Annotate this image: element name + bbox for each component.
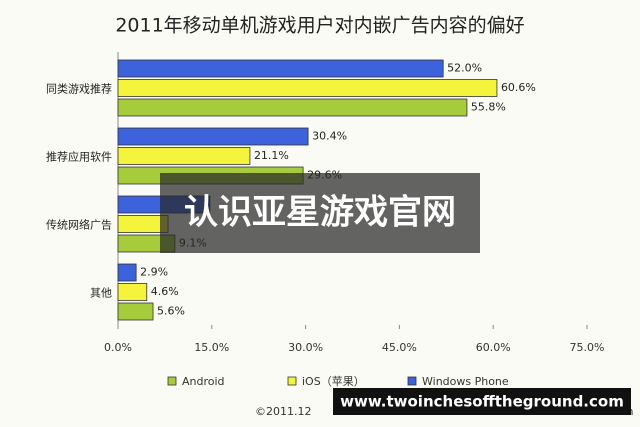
- y-tick-label: 同类游戏推荐: [46, 81, 112, 95]
- x-tick-label: 15.0%: [194, 341, 229, 354]
- bar: [117, 283, 148, 301]
- bar: [117, 79, 498, 97]
- value-label: 5.6%: [157, 305, 185, 318]
- value-label: 21.1%: [254, 149, 289, 162]
- value-label: 52.0%: [447, 62, 482, 75]
- value-label: 60.6%: [501, 81, 536, 94]
- x-tick-label: 45.0%: [382, 341, 417, 354]
- value-label: 30.4%: [312, 130, 347, 143]
- legend-marker: [407, 376, 417, 386]
- overlay-text: 认识亚星游戏官网: [184, 193, 456, 233]
- legend-label: Android: [182, 375, 225, 388]
- y-tick-label: 其他: [90, 286, 112, 299]
- chart-title: 2011年移动单机游戏用户对内嵌广告内容的偏好: [115, 15, 524, 37]
- legend-label: Windows Phone: [422, 375, 509, 388]
- bar: [117, 302, 154, 321]
- legend-marker: [167, 376, 177, 386]
- watermark: www.twoinchesofftheground.com: [340, 393, 624, 411]
- value-label: 2.9%: [140, 266, 168, 279]
- bar: [117, 263, 137, 282]
- y-tick-label: 推荐应用软件: [46, 149, 112, 163]
- bar: [117, 59, 444, 78]
- value-label: 55.8%: [471, 101, 506, 114]
- bar: [117, 98, 468, 117]
- legend-marker: [287, 376, 297, 386]
- x-tick-label: 30.0%: [288, 341, 323, 354]
- y-tick-label: 传统网络广告: [46, 217, 112, 231]
- footer: ©2011.12: [255, 405, 312, 418]
- bar: [117, 127, 309, 146]
- legend-label: iOS（苹果）: [302, 374, 365, 388]
- value-label: 4.6%: [151, 285, 179, 298]
- x-tick-label: 75.0%: [570, 341, 605, 354]
- x-tick-label: 0.0%: [104, 341, 132, 354]
- x-tick-label: 60.0%: [476, 341, 511, 354]
- overlay-box: [160, 173, 480, 253]
- bar: [117, 147, 251, 165]
- watermark-box: [333, 388, 631, 415]
